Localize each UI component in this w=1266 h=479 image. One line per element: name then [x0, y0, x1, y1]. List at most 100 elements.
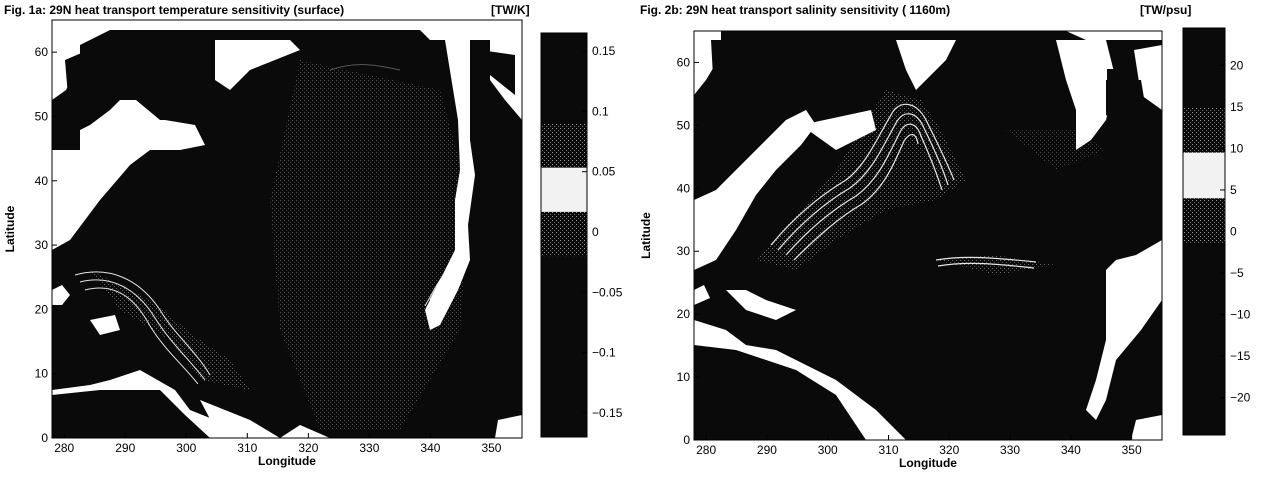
- land-region: [215, 40, 300, 90]
- y-tick-label: 40: [35, 174, 49, 188]
- colorbar-tick-label: 5: [1230, 183, 1237, 197]
- contour-line: [329, 64, 401, 71]
- x-tick-label: 280: [54, 441, 74, 455]
- chart-title: Fig. 1a: 29N heat transport temperature …: [4, 3, 344, 17]
- land-region: [694, 110, 816, 270]
- x-axis-label: Longitude: [899, 456, 957, 470]
- axes: 280 290 300 310 320 330 340 350 0 10 20 30 40 50 60 Lon…: [639, 55, 1142, 470]
- plot-frame: [51, 19, 523, 439]
- y-tick-label: 30: [35, 238, 49, 252]
- chart-title: Fig. 2b: 29N heat transport salinity sen…: [640, 3, 950, 17]
- chart-unit: [TW/psu]: [1140, 3, 1191, 17]
- y-tick-label: 50: [677, 118, 691, 132]
- y-tick-label: 0: [683, 433, 690, 447]
- x-tick-label: 300: [176, 441, 196, 455]
- x-tick-label: 310: [237, 441, 257, 455]
- plot-frame: [693, 30, 1163, 441]
- basin: [65, 45, 215, 120]
- land-region: [694, 285, 710, 305]
- x-tick-label: 340: [1061, 443, 1081, 457]
- x-tick-label: 320: [939, 443, 959, 457]
- colorbar-tick-label: 15: [1230, 100, 1244, 114]
- chart-unit: [TW/K]: [491, 3, 530, 17]
- colorbar-tick-label: −5: [1230, 266, 1244, 280]
- basin: [480, 50, 515, 95]
- colorbar-tick-label: 20: [1230, 58, 1244, 72]
- basin: [711, 40, 891, 130]
- land-region: [200, 400, 280, 438]
- contour-line: [770, 103, 955, 246]
- x-tick-label: 290: [115, 441, 135, 455]
- x-tick-label: 320: [298, 441, 318, 455]
- land-region: [1131, 415, 1162, 440]
- colorbar-tick-label: −0.1: [592, 346, 616, 360]
- speckle-region: [936, 255, 1056, 275]
- contour-line: [84, 287, 199, 385]
- speckle-region: [270, 60, 470, 430]
- colorbar: 0.15 0.1 0.05 0 −0.05 −0.1 −0.15: [540, 32, 623, 438]
- y-tick-label: 10: [35, 367, 49, 381]
- contour-line: [935, 256, 1037, 263]
- land-region: [425, 40, 475, 330]
- inland-basins: [694, 40, 1146, 440]
- colorbar-tick-label: −10: [1230, 308, 1251, 322]
- contour-line: [777, 113, 949, 251]
- land-region: [801, 110, 876, 150]
- x-tick-label: 300: [818, 443, 838, 457]
- land-region: [90, 315, 120, 335]
- contour-line: [785, 123, 943, 256]
- panel-fig-2b: Fig. 2b: 29N heat transport salinity sen…: [636, 0, 1266, 474]
- chart-fig-2b: Fig. 2b: 29N heat transport salinity sen…: [639, 3, 1251, 470]
- land-region: [52, 100, 205, 250]
- colorbar-tick-label: −0.15: [592, 406, 623, 420]
- colorbar-core: [1183, 152, 1225, 199]
- x-axis-label: Longitude: [258, 454, 316, 468]
- land-region: [1056, 40, 1116, 150]
- y-axis-label: Latitude: [3, 205, 17, 252]
- colorbar-tick-label: −20: [1230, 391, 1251, 405]
- land-region: [694, 31, 1162, 70]
- y-tick-label: 40: [677, 181, 691, 195]
- colorbar-tick-label: −15: [1230, 349, 1251, 363]
- x-tick-label: 310: [878, 443, 898, 457]
- basin: [52, 390, 210, 438]
- land-region: [896, 40, 956, 90]
- land-region: [52, 20, 522, 45]
- x-tick-label: 350: [481, 441, 501, 455]
- y-tick-label: 20: [35, 302, 49, 316]
- colorbar-tick-label: 10: [1230, 141, 1244, 155]
- y-tick-label: 50: [35, 109, 49, 123]
- y-tick-label: 0: [41, 431, 48, 445]
- x-tick-label: 330: [359, 441, 379, 455]
- x-tick-label: 350: [1122, 443, 1142, 457]
- map-area: [52, 20, 522, 438]
- colorbar-frame: [540, 32, 588, 438]
- x-tick-label: 340: [420, 441, 440, 455]
- map-area: [694, 31, 1162, 440]
- y-tick-label: 20: [677, 307, 691, 321]
- contour-line: [793, 134, 919, 261]
- colorbar-tick-label: −0.05: [592, 285, 623, 299]
- land-region: [1086, 240, 1162, 420]
- colorbar: 20 15 10 5 0 −5 −10 −15 −20: [1182, 27, 1251, 436]
- contour-lines: [770, 103, 1037, 269]
- land-region: [280, 425, 330, 438]
- basin: [1107, 69, 1117, 80]
- y-tick-label: 30: [677, 244, 691, 258]
- chart-fig-1a: Fig. 1a: 29N heat transport temperature …: [3, 3, 623, 468]
- x-tick-label: 330: [1000, 443, 1020, 457]
- axes: 280 290 300 310 320 330 340 350 0 10 20 30 40 50 60 Lon…: [3, 45, 502, 468]
- contour-line: [937, 262, 1035, 269]
- colorbar-tick-label: 0: [1230, 225, 1237, 239]
- land-region: [726, 290, 796, 320]
- colorbar-core: [541, 167, 587, 212]
- inland-basins: [52, 45, 515, 438]
- colorbar-tick-label: 0.15: [592, 44, 616, 58]
- y-tick-label: 10: [677, 370, 691, 384]
- y-tick-label: 60: [677, 55, 691, 69]
- contour-line: [74, 271, 211, 376]
- x-tick-label: 280: [696, 443, 716, 457]
- contour-line: [79, 279, 206, 381]
- colorbar-tick-label: 0: [592, 225, 599, 239]
- y-tick-label: 60: [35, 45, 49, 59]
